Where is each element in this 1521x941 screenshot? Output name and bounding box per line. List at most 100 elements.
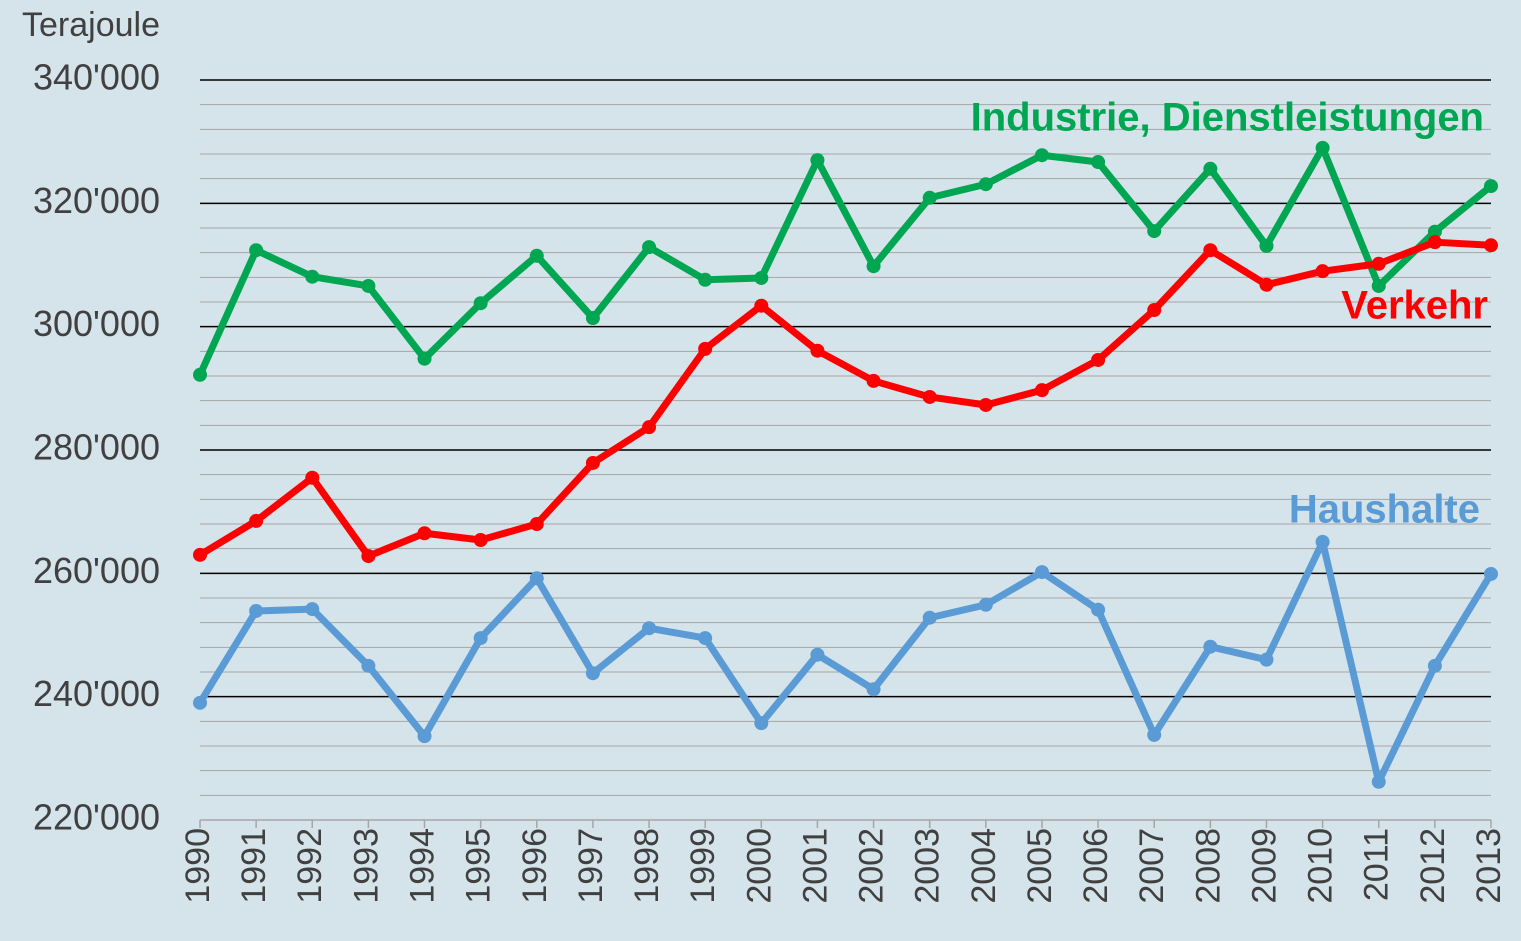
x-tick-label: 2006 — [1077, 828, 1115, 904]
data-point — [698, 631, 713, 646]
data-point — [810, 153, 825, 168]
x-tick-label: 1990 — [179, 828, 217, 904]
data-point — [1091, 602, 1106, 617]
data-point — [978, 397, 993, 412]
data-point — [1203, 639, 1218, 654]
data-point — [417, 351, 432, 366]
data-point — [1371, 256, 1386, 271]
data-point — [1315, 140, 1330, 155]
data-point — [1091, 155, 1106, 170]
x-tick-label: 2000 — [740, 828, 778, 904]
x-tick-label: 1999 — [684, 828, 722, 904]
x-tick-label: 1994 — [404, 828, 442, 904]
x-tick-label: 2011 — [1358, 828, 1396, 901]
data-point — [754, 716, 769, 731]
data-point — [249, 603, 264, 618]
data-point — [642, 420, 657, 435]
data-point — [305, 470, 320, 485]
data-point — [866, 373, 881, 388]
x-tick-label: 1992 — [291, 828, 329, 904]
x-tick-label: 2012 — [1414, 828, 1452, 904]
data-point — [1147, 224, 1162, 239]
y-tick-label: 260'000 — [33, 550, 160, 591]
data-point — [361, 278, 376, 293]
data-point — [1315, 264, 1330, 279]
y-tick-label: 220'000 — [33, 797, 160, 838]
data-point — [473, 533, 488, 548]
x-tick-label: 2013 — [1470, 828, 1508, 904]
data-point — [193, 367, 207, 382]
data-point — [1427, 224, 1442, 239]
data-point — [585, 455, 600, 470]
data-point — [866, 682, 881, 697]
data-point — [249, 243, 264, 258]
data-point — [1259, 652, 1274, 667]
data-point — [529, 571, 544, 586]
data-point — [193, 547, 207, 562]
data-point — [473, 631, 488, 646]
data-point — [417, 729, 432, 744]
data-point — [361, 549, 376, 564]
data-point — [417, 526, 432, 541]
series-line — [198, 238, 1492, 560]
x-tick-label: 1993 — [347, 828, 385, 904]
x-tick-label: 2005 — [1021, 828, 1059, 904]
y-tick-label: 340'000 — [33, 57, 160, 98]
x-tick-label: 2010 — [1302, 828, 1340, 904]
y-tick-label: 320'000 — [33, 180, 160, 221]
data-point — [1034, 383, 1049, 398]
data-point — [642, 621, 657, 636]
data-point — [1259, 277, 1274, 292]
data-point — [754, 298, 769, 313]
data-point — [1259, 238, 1274, 253]
series-label: Industrie, Dienstleistungen — [971, 96, 1484, 140]
data-point — [529, 248, 544, 263]
x-tick-label: 2001 — [796, 828, 834, 904]
data-point — [585, 311, 600, 326]
data-point — [305, 269, 320, 284]
data-point — [249, 513, 264, 528]
data-point — [698, 272, 713, 287]
data-point — [529, 517, 544, 531]
data-point — [810, 647, 825, 662]
data-point — [1315, 534, 1330, 549]
axis-title: Terajoule — [22, 6, 160, 44]
x-tick-label: 2002 — [853, 828, 891, 904]
data-point — [754, 270, 769, 285]
data-point — [1484, 179, 1498, 194]
data-point — [922, 610, 937, 625]
data-point — [978, 597, 993, 612]
data-point — [305, 602, 320, 617]
x-tick-label: 2003 — [909, 828, 947, 904]
data-point — [1371, 774, 1386, 789]
data-point — [1427, 235, 1442, 250]
series-label: Haushalte — [1289, 488, 1480, 532]
data-point — [978, 177, 993, 192]
data-point — [698, 341, 713, 356]
data-point — [585, 666, 600, 681]
data-point — [866, 259, 881, 274]
data-point — [1034, 148, 1049, 163]
data-point — [1371, 278, 1386, 293]
data-point — [642, 240, 657, 255]
data-point — [1147, 727, 1162, 742]
data-point — [1203, 243, 1218, 258]
data-point — [1427, 658, 1442, 673]
x-tick-label: 2008 — [1189, 828, 1227, 904]
x-tick-label: 2007 — [1133, 828, 1171, 904]
data-point — [1147, 303, 1162, 318]
x-tick-label: 2009 — [1245, 828, 1283, 904]
data-point — [922, 389, 937, 404]
y-tick-label: 300'000 — [33, 303, 160, 344]
x-tick-label: 1995 — [460, 828, 498, 904]
data-point — [1203, 161, 1218, 176]
data-point — [922, 190, 937, 205]
x-tick-label: 1996 — [516, 828, 554, 904]
series-line — [197, 538, 1494, 786]
x-tick-label: 1998 — [628, 828, 666, 904]
data-point — [1484, 238, 1498, 253]
data-point — [361, 658, 376, 673]
